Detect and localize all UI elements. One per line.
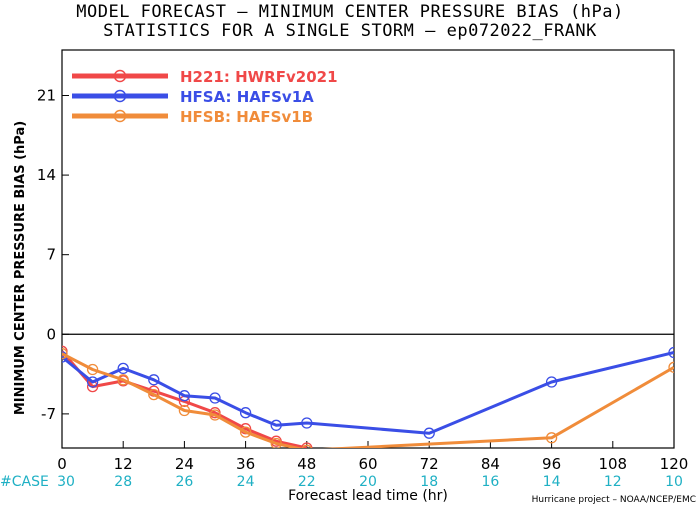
case-count: 12 <box>604 474 622 490</box>
series-point-2 <box>148 388 160 401</box>
y-tick-label: 21 <box>37 86 56 104</box>
case-count: 28 <box>114 474 132 490</box>
series-point-1 <box>239 407 252 419</box>
series-point-2 <box>178 404 191 417</box>
case-count: 22 <box>298 474 316 490</box>
case-count: 14 <box>543 474 561 490</box>
x-tick-label: 48 <box>297 455 316 473</box>
x-axis-label: Forecast lead time (hr) <box>288 488 448 504</box>
series-point-1 <box>301 417 313 429</box>
legend-label-0: H221: HWRFv2021 <box>180 68 338 86</box>
x-tick-label: 36 <box>236 455 255 473</box>
series-point-2 <box>209 409 221 421</box>
y-tick-label: -7 <box>41 405 56 423</box>
x-tick-label: 108 <box>598 455 627 473</box>
case-count: 30 <box>57 474 75 490</box>
series-point-1 <box>178 390 191 402</box>
case-count: 16 <box>481 474 499 490</box>
x-tick-label: 60 <box>358 455 377 473</box>
plot-frame <box>61 49 675 449</box>
series-point-1 <box>148 374 160 386</box>
series-point-2 <box>239 426 252 438</box>
series-point-2 <box>301 444 312 448</box>
y-axis-label: MINIMUM CENTER PRESSURE BIAS (hPa) <box>13 121 28 415</box>
series-point-2 <box>86 363 99 376</box>
series-point-2 <box>62 347 68 360</box>
legend-label-1: HFSA: HAFSv1A <box>180 88 314 106</box>
series-point-1 <box>117 362 129 375</box>
y-tick-label: 7 <box>46 246 56 264</box>
legend-marker-0 <box>113 69 127 83</box>
series-group <box>62 345 674 448</box>
legend: H221: HWRFv2021 HFSA: HAFSv1A HFSB: HAFSv1… <box>72 68 338 126</box>
case-count: 26 <box>175 474 193 490</box>
legend-marker-1 <box>113 89 127 103</box>
series-point-2 <box>545 432 558 444</box>
x-tick-label: 0 <box>57 455 67 473</box>
series-point-1 <box>668 346 674 359</box>
x-tick-label: 12 <box>114 455 133 473</box>
x-tick-label: 120 <box>660 455 689 473</box>
case-label: #CASE <box>0 474 49 490</box>
y-axis-ticks: -7 0 7 14 21 <box>37 86 69 423</box>
legend-marker-2 <box>113 109 127 123</box>
series-point-1 <box>209 392 221 404</box>
x-tick-label: 72 <box>420 455 439 473</box>
chart-title-line1: MODEL FORECAST – MINIMUM CENTER PRESSURE… <box>76 2 623 22</box>
credit-text: Hurricane project – NOAA/NCEP/EMC <box>532 495 696 505</box>
case-count: 10 <box>665 474 683 490</box>
series-point-2 <box>117 374 129 386</box>
x-axis-ticks: 0 12 24 36 48 60 72 84 96 108 120 <box>57 441 688 473</box>
series-line-2 <box>62 352 674 448</box>
y-tick-label: 0 <box>46 325 56 343</box>
case-count-row: #CASE 30 28 26 24 22 20 18 16 14 12 10 <box>0 474 683 490</box>
x-tick-label: 96 <box>542 455 561 473</box>
series-line-0 <box>62 350 308 448</box>
series-point-1 <box>86 376 99 388</box>
case-count: 24 <box>237 474 255 490</box>
case-count: 18 <box>420 474 438 490</box>
y-tick-label: 14 <box>37 166 56 184</box>
x-tick-label: 24 <box>175 455 194 473</box>
series-point-2 <box>270 437 282 448</box>
series-point-2 <box>668 361 674 373</box>
chart-title-line2: STATISTICS FOR A SINGLE STORM – ep072022… <box>103 21 597 41</box>
series-point-1 <box>545 376 558 388</box>
legend-label-2: HFSB: HAFSv1B <box>180 108 313 126</box>
series-point-1 <box>423 427 435 439</box>
series-point-1 <box>270 419 282 431</box>
series-point-0 <box>301 442 313 448</box>
x-tick-label: 84 <box>481 455 500 473</box>
case-count: 20 <box>359 474 377 490</box>
